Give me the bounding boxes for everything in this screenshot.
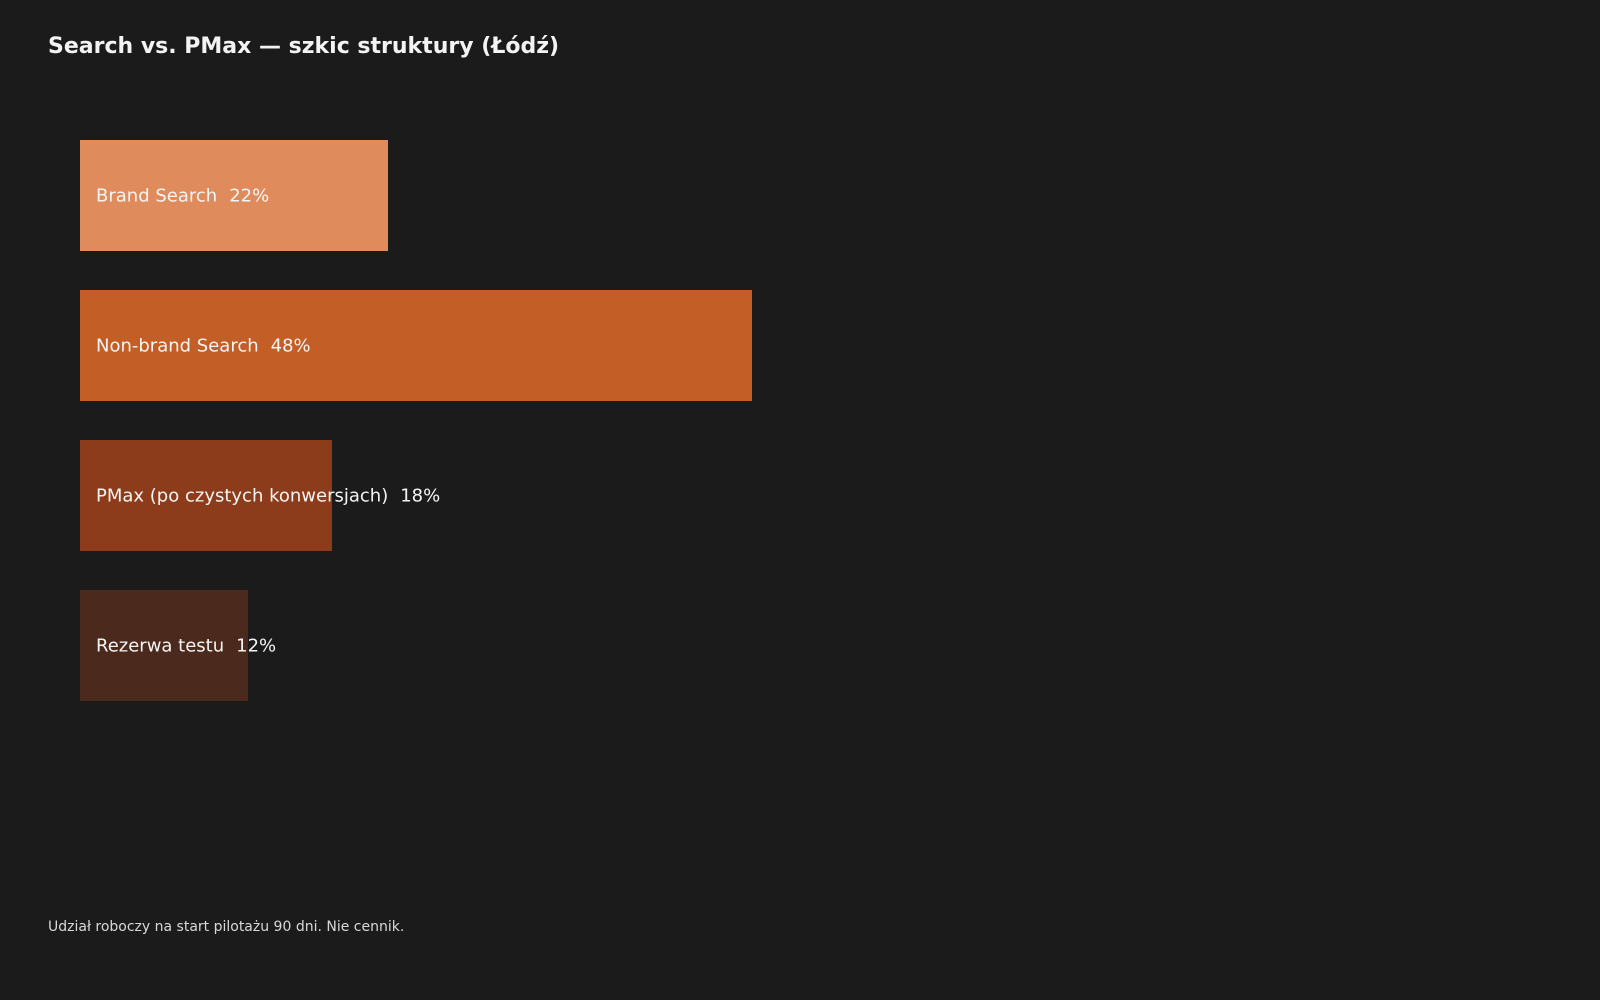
chart-title: Search vs. PMax — szkic struktury (Łódź) bbox=[48, 34, 560, 59]
bar-label-2: PMax (po czystych konwersjach) 18% bbox=[96, 485, 440, 506]
value-label-2: 18% bbox=[400, 485, 440, 506]
value-label-1: 48% bbox=[271, 335, 311, 356]
bars-layer bbox=[80, 140, 752, 701]
bar-1 bbox=[80, 290, 752, 401]
value-label-0: 22% bbox=[229, 185, 269, 206]
category-label-0: Brand Search bbox=[96, 185, 217, 206]
bar-0 bbox=[80, 140, 388, 251]
labels-layer: Brand Search 22% Non-brand Search 48% PMax (… bbox=[96, 185, 440, 656]
bar-2 bbox=[80, 440, 332, 551]
category-label-2: PMax (po czystych konwersjach) bbox=[96, 485, 388, 506]
bar-label-3: Rezerwa testu 12% bbox=[96, 635, 276, 656]
bar-3 bbox=[80, 590, 248, 701]
category-label-1: Non-brand Search bbox=[96, 335, 259, 356]
bar-label-1: Non-brand Search 48% bbox=[96, 335, 311, 356]
bar-label-0: Brand Search 22% bbox=[96, 185, 269, 206]
value-label-3: 12% bbox=[236, 635, 276, 656]
footnote: Udział roboczy na start pilotażu 90 dni.… bbox=[48, 919, 405, 935]
category-label-3: Rezerwa testu bbox=[96, 635, 224, 656]
